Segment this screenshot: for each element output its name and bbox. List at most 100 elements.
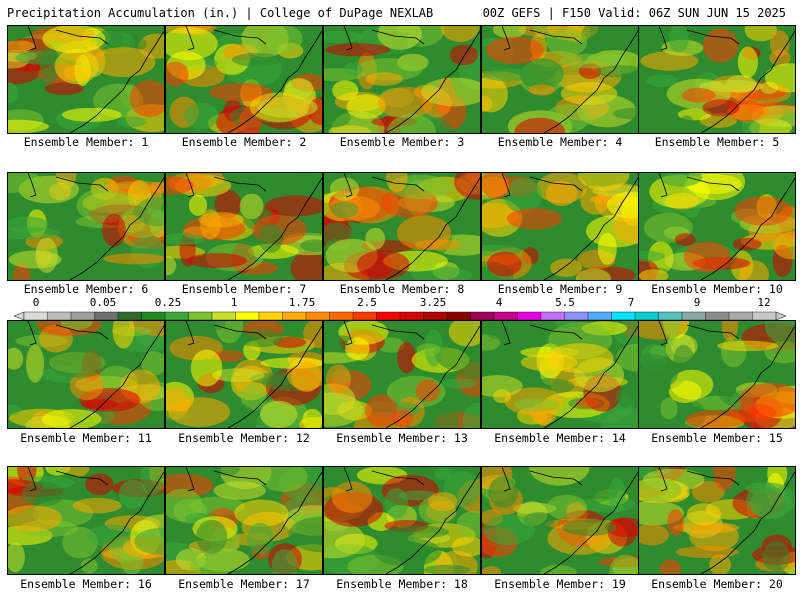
ensemble-map-panel	[7, 466, 165, 575]
colorbar-tick-label: 0.25	[154, 296, 182, 309]
ensemble-map-panel	[638, 172, 796, 281]
great-lakes-outline	[343, 467, 425, 492]
precip-field	[166, 467, 322, 574]
ensemble-member-label: Ensemble Member: 19	[494, 577, 626, 591]
great-lakes-outline	[185, 173, 267, 198]
ensemble-member-label: Ensemble Member: 15	[651, 431, 783, 445]
colorbar-tick-label: 3.25	[419, 296, 447, 309]
colorbar-tick-label: 0	[32, 296, 40, 309]
colorbar-segment	[282, 311, 307, 321]
colorbar-segment	[681, 311, 706, 321]
ensemble-map-panel	[638, 466, 796, 575]
precip-field	[324, 467, 480, 574]
ensemble-member-label: Ensemble Member: 10	[651, 282, 783, 296]
colorbar-segment	[164, 311, 189, 321]
colorbar-tick-label: 7	[627, 296, 635, 309]
precip-field	[639, 26, 795, 133]
colorbar-segment	[540, 311, 565, 321]
colorbar-tick-label: 1.75	[288, 296, 316, 309]
ensemble-member-label: Ensemble Member: 14	[494, 431, 626, 445]
great-lakes-outline	[185, 321, 267, 346]
ensemble-map-panel	[165, 466, 323, 575]
coastline	[700, 471, 795, 574]
colorbar-segment	[70, 311, 95, 321]
colorbar-segment	[399, 311, 424, 321]
ensemble-map-panel	[638, 320, 796, 429]
great-lakes-outline	[185, 467, 267, 492]
precip-field	[639, 467, 795, 574]
precip-field	[324, 173, 480, 280]
precip-field	[324, 321, 480, 428]
colorbar-tick-label: 4	[495, 296, 503, 309]
great-lakes-outline	[27, 467, 109, 492]
colorbar	[14, 311, 786, 321]
coastline	[227, 177, 322, 280]
great-lakes-outline	[501, 26, 583, 51]
ensemble-map-panel	[323, 25, 481, 134]
coastline	[543, 325, 638, 428]
coastline	[385, 30, 480, 133]
colorbar-segment	[493, 311, 518, 321]
coastline	[385, 471, 480, 574]
ensemble-member-label: Ensemble Member: 7	[181, 282, 307, 296]
colorbar-tick-label: 0.05	[89, 296, 117, 309]
colorbar-segment	[141, 311, 166, 321]
ensemble-member-label: Ensemble Member: 5	[654, 135, 780, 149]
ensemble-member-label: Ensemble Member: 6	[23, 282, 149, 296]
precip-field	[324, 26, 480, 133]
great-lakes-outline	[343, 321, 425, 346]
colorbar-segment	[705, 311, 730, 321]
ensemble-member-label: Ensemble Member: 13	[336, 431, 468, 445]
colorbar-segment	[258, 311, 283, 321]
ensemble-map-panel	[7, 25, 165, 134]
colorbar-segment	[470, 311, 495, 321]
colorbar-tick-label: 9	[693, 296, 701, 309]
great-lakes-outline	[343, 26, 425, 51]
great-lakes-outline	[658, 321, 740, 346]
great-lakes-outline	[27, 173, 109, 198]
colorbar-segment	[23, 311, 48, 321]
ensemble-member-label: Ensemble Member: 9	[497, 282, 623, 296]
colorbar-min-arrow	[14, 311, 25, 321]
colorbar-tick-label: 1	[230, 296, 238, 309]
precip-field	[482, 26, 638, 133]
great-lakes-outline	[185, 26, 267, 51]
ensemble-map-panel	[323, 466, 481, 575]
coastline	[227, 471, 322, 574]
ensemble-map-panel	[165, 25, 323, 134]
precip-field	[8, 173, 164, 280]
ensemble-map-panel	[7, 172, 165, 281]
precip-field	[166, 26, 322, 133]
ensemble-map-panel	[165, 320, 323, 429]
colorbar-segment	[188, 311, 213, 321]
coastline	[227, 30, 322, 133]
colorbar-tick-label: 2.5	[357, 296, 377, 309]
coastline	[69, 471, 164, 574]
precip-field	[8, 467, 164, 574]
ensemble-map-panel	[7, 320, 165, 429]
precip-field	[166, 321, 322, 428]
ensemble-member-label: Ensemble Member: 12	[178, 431, 310, 445]
run-info: 00Z GEFS | F150 Valid: 06Z SUN JUN 15 20…	[482, 6, 786, 20]
ensemble-map-panel	[323, 172, 481, 281]
coastline	[227, 325, 322, 428]
ensemble-member-label: Ensemble Member: 18	[336, 577, 468, 591]
precip-field	[482, 467, 638, 574]
colorbar-segment	[446, 311, 471, 321]
colorbar-segment	[235, 311, 260, 321]
colorbar-tick-label: 5.5	[555, 296, 575, 309]
colorbar-segment	[728, 311, 753, 321]
coastline	[69, 30, 164, 133]
map-title: Precipitation Accumulation (in.) | Colle…	[7, 6, 434, 20]
ensemble-member-label: Ensemble Member: 3	[339, 135, 465, 149]
ensemble-map-panel	[638, 25, 796, 134]
colorbar-segment	[634, 311, 659, 321]
coastline	[700, 177, 795, 280]
ensemble-map-panel	[481, 172, 639, 281]
ensemble-map-panel	[323, 320, 481, 429]
colorbar-segment	[752, 311, 777, 321]
colorbar-segment	[305, 311, 330, 321]
ensemble-member-label: Ensemble Member: 16	[20, 577, 152, 591]
colorbar-segment	[376, 311, 401, 321]
ensemble-member-label: Ensemble Member: 1	[23, 135, 149, 149]
